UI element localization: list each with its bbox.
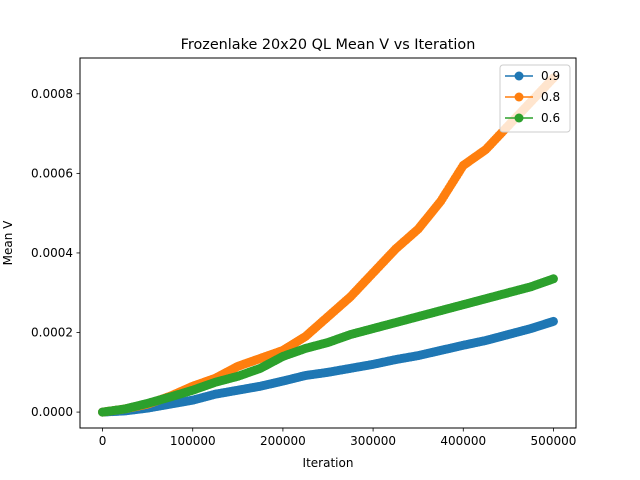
x-tick-label: 0 <box>99 434 107 448</box>
x-tick-label: 300000 <box>350 434 396 448</box>
y-axis-label: Mean V <box>1 220 15 266</box>
legend-marker <box>514 113 524 123</box>
y-tick-label: 0.0004 <box>31 246 73 260</box>
y-tick-label: 0.0008 <box>31 87 73 101</box>
plot-frame <box>79 57 577 429</box>
legend-label: 0.6 <box>541 111 560 125</box>
y-tick-label: 0.0006 <box>31 166 73 180</box>
legend-marker <box>514 71 524 81</box>
series-layer <box>98 73 558 417</box>
x-tick-label: 200000 <box>260 434 306 448</box>
series-0.6 <box>98 274 558 417</box>
y-tick-label: 0.0002 <box>31 326 73 340</box>
legend: 0.9 0.8 0.6 <box>499 64 571 133</box>
data-point <box>548 274 558 284</box>
legend-entries: 0.9 0.8 0.6 <box>505 69 560 125</box>
x-tick-label: 100000 <box>170 434 216 448</box>
x-axis-ticks: 0 100000 200000 300000 400000 500000 <box>99 428 577 448</box>
x-axis-label: Iteration <box>303 456 354 470</box>
legend-marker <box>514 92 524 102</box>
data-point <box>548 316 558 326</box>
legend-label: 0.8 <box>541 90 560 104</box>
chart-title: Frozenlake 20x20 QL Mean V vs Iteration <box>181 37 476 53</box>
plot-area <box>79 57 577 429</box>
x-tick-label: 400000 <box>440 434 486 448</box>
y-tick-label: 0.0000 <box>31 405 73 419</box>
y-axis-ticks: 0.0000 0.0002 0.0004 0.0006 0.0008 <box>31 87 80 419</box>
legend-label: 0.9 <box>541 69 560 83</box>
x-tick-label: 500000 <box>531 434 577 448</box>
